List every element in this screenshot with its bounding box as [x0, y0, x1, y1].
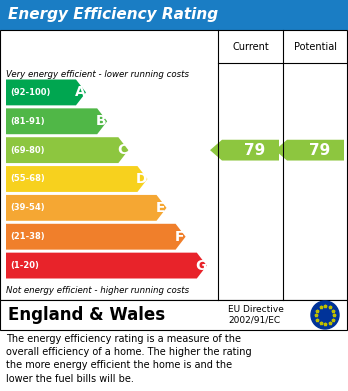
Text: (21-38): (21-38) — [10, 232, 45, 241]
Text: (39-54): (39-54) — [10, 203, 45, 212]
Polygon shape — [6, 137, 128, 163]
Text: England & Wales: England & Wales — [8, 306, 165, 324]
Bar — [0, 0, 348, 30]
Text: 79: 79 — [244, 143, 265, 158]
Text: (69-80): (69-80) — [10, 145, 45, 155]
Text: Not energy efficient - higher running costs: Not energy efficient - higher running co… — [6, 286, 189, 295]
Text: Current: Current — [232, 41, 269, 52]
Text: (1-20): (1-20) — [10, 261, 39, 270]
Polygon shape — [6, 79, 86, 105]
Polygon shape — [6, 166, 148, 192]
Text: Potential: Potential — [294, 41, 337, 52]
Text: (81-91): (81-91) — [10, 117, 45, 126]
Text: F: F — [175, 230, 184, 244]
Circle shape — [311, 301, 339, 329]
Bar — [0, 300, 347, 330]
Text: The energy efficiency rating is a measure of the
overall efficiency of a home. T: The energy efficiency rating is a measur… — [6, 334, 252, 384]
Text: D: D — [136, 172, 147, 186]
Text: E: E — [156, 201, 165, 215]
Text: (92-100): (92-100) — [10, 88, 50, 97]
Bar — [0, 30, 347, 300]
Text: EU Directive
2002/91/EC: EU Directive 2002/91/EC — [228, 305, 284, 325]
Polygon shape — [275, 140, 344, 161]
Text: (55-68): (55-68) — [10, 174, 45, 183]
Text: G: G — [195, 258, 206, 273]
Polygon shape — [6, 108, 107, 134]
Text: 79: 79 — [309, 143, 330, 158]
Text: C: C — [117, 143, 127, 157]
Text: B: B — [96, 114, 106, 128]
Polygon shape — [210, 140, 279, 161]
Polygon shape — [6, 224, 185, 249]
Polygon shape — [6, 253, 207, 278]
Text: Very energy efficient - lower running costs: Very energy efficient - lower running co… — [6, 70, 189, 79]
Polygon shape — [6, 195, 167, 221]
Text: Energy Efficiency Rating: Energy Efficiency Rating — [8, 7, 218, 23]
Text: A: A — [74, 85, 85, 99]
